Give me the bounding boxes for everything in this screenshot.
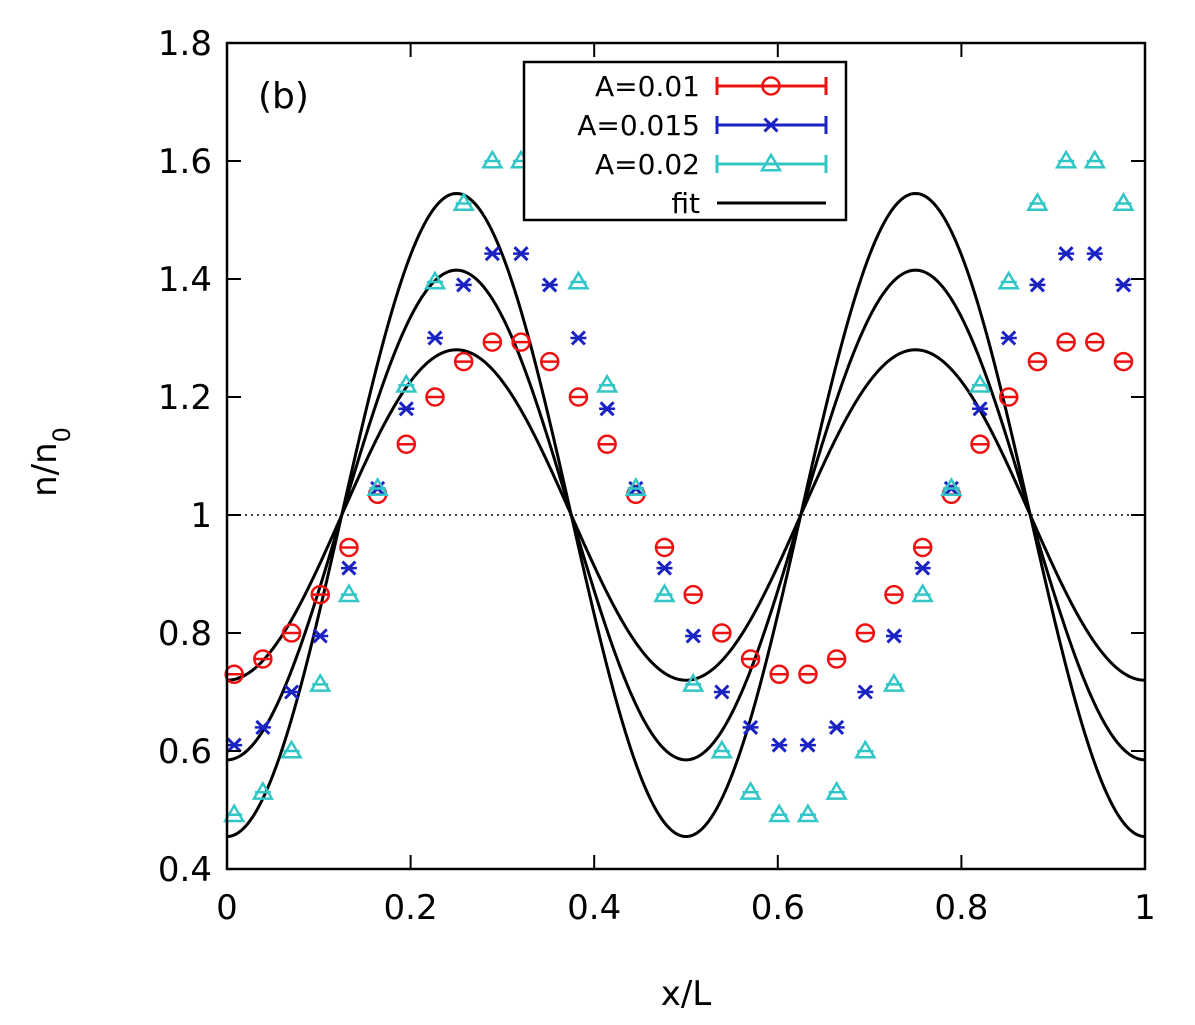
data-point-triangle xyxy=(1112,192,1135,212)
data-point-triangle xyxy=(452,192,475,212)
x-tick-label: 0.8 xyxy=(934,888,988,928)
data-point-triangle xyxy=(1083,149,1106,169)
y-tick-label: 1.2 xyxy=(158,378,212,418)
y-tick-label: 0.6 xyxy=(158,732,212,772)
data-point-triangle xyxy=(222,803,246,823)
data-point-triangle xyxy=(997,270,1020,290)
x-tick-labels: 0 0.2 0.4 0.6 0.8 1 xyxy=(216,888,1156,928)
data-point-triangle xyxy=(280,739,303,759)
data-point-triangle xyxy=(366,476,389,496)
series-cross xyxy=(226,246,1132,753)
data-point-triangle xyxy=(911,583,934,603)
data-point-triangle xyxy=(1054,149,1078,169)
data-point-triangle xyxy=(854,739,877,759)
legend-marker-triangle xyxy=(759,152,783,172)
data-point-triangle xyxy=(309,672,332,692)
y-axis-label-main: n/n xyxy=(25,442,65,497)
data-point-triangle xyxy=(653,583,676,603)
data-point-triangle xyxy=(481,149,504,169)
legend-box xyxy=(522,60,848,222)
series-triangle xyxy=(222,149,1135,823)
x-tick-label: 1 xyxy=(1134,888,1156,928)
x-tick-label: 0.6 xyxy=(751,888,805,928)
legend-label: fit xyxy=(671,187,700,220)
fit-curve-2 xyxy=(226,268,1146,762)
data-point-triangle xyxy=(567,270,590,290)
y-tick-label: 0.8 xyxy=(158,614,212,654)
y-tick-label: 1.8 xyxy=(158,24,212,64)
data-point-triangle xyxy=(681,672,705,692)
data-point-triangle xyxy=(423,270,447,290)
fit-curve-3 xyxy=(226,191,1146,839)
y-tick-label: 1 xyxy=(190,496,212,536)
data-point-triangle xyxy=(968,373,992,393)
fit-curve-1 xyxy=(226,348,1146,682)
panel-label: (b) xyxy=(258,76,309,117)
data-point-triangle xyxy=(739,780,762,800)
y-tick-label: 0.4 xyxy=(158,850,212,890)
y-tick-labels: 0.4 0.6 0.8 1 1.2 1.4 1.6 1.8 xyxy=(158,24,212,890)
axis-ticks xyxy=(226,42,1146,870)
x-tick-label: 0.2 xyxy=(384,888,438,928)
legend-label: A=0.01 xyxy=(595,70,700,103)
x-axis-label: x/L xyxy=(661,974,712,1014)
legend-label: A=0.02 xyxy=(595,148,700,181)
data-series xyxy=(222,149,1135,823)
data-point-triangle xyxy=(251,780,275,800)
y-axis-label: n/n0 xyxy=(25,427,76,497)
data-point-triangle xyxy=(1026,192,1049,212)
y-tick-label: 1.6 xyxy=(158,142,212,182)
data-point-triangle xyxy=(710,739,734,759)
data-point-triangle xyxy=(796,803,820,823)
data-point-triangle xyxy=(595,373,619,393)
x-tick-label: 0 xyxy=(216,888,238,928)
x-tick-label: 0.4 xyxy=(567,888,621,928)
legend-label: A=0.015 xyxy=(577,109,700,142)
data-point-triangle xyxy=(940,476,963,496)
data-point-triangle xyxy=(395,373,418,393)
series-circle xyxy=(224,332,1134,685)
data-point-triangle xyxy=(337,583,361,603)
data-point-triangle xyxy=(882,672,906,692)
data-point-triangle xyxy=(624,476,647,496)
fit-curves xyxy=(226,191,1146,839)
data-point-triangle xyxy=(825,780,848,800)
plot-frame xyxy=(225,41,1147,871)
y-axis-label-subscript: 0 xyxy=(48,427,76,442)
data-point-triangle xyxy=(768,803,791,823)
legend: A=0.01 A=0.015 A=0.02 fit xyxy=(522,60,848,222)
y-tick-label: 1.4 xyxy=(158,260,212,300)
